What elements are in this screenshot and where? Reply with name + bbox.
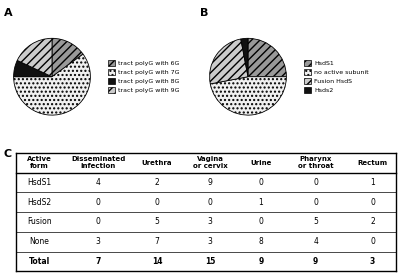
Text: 7: 7 [96,257,101,266]
Text: 0: 0 [370,237,375,246]
Text: 3: 3 [208,237,212,246]
Text: Pharynx
or throat: Pharynx or throat [298,156,334,169]
Text: 0: 0 [258,178,263,187]
Text: 0: 0 [96,217,100,226]
Text: 3: 3 [96,237,100,246]
Wedge shape [210,39,248,84]
Text: Vagina
or cervix: Vagina or cervix [192,156,227,169]
Legend: tract polyG with 6G, tract polyG with 7G, tract polyG with 8G, tract polyG with : tract polyG with 6G, tract polyG with 7G… [108,60,180,93]
Text: 0: 0 [208,198,212,207]
Wedge shape [248,38,286,77]
Text: C: C [4,149,12,159]
Text: 4: 4 [96,178,100,187]
Text: Active
form: Active form [27,156,52,169]
Text: 0: 0 [258,217,263,226]
Text: 0: 0 [370,198,375,207]
Text: 1: 1 [370,178,375,187]
Text: 9: 9 [313,257,318,266]
Text: 3: 3 [208,217,212,226]
Text: HsdS2: HsdS2 [27,198,51,207]
Text: HsdS1: HsdS1 [27,178,51,187]
Wedge shape [14,54,90,115]
Wedge shape [241,38,248,77]
Text: 0: 0 [313,178,318,187]
Text: 9: 9 [258,257,264,266]
Text: 0: 0 [155,198,160,207]
Text: 0: 0 [313,198,318,207]
Text: 0: 0 [96,198,100,207]
Text: 5: 5 [313,217,318,226]
Text: 5: 5 [155,217,160,226]
Text: Fusion: Fusion [27,217,52,226]
Text: B: B [200,8,208,18]
Text: Disseminated
infection: Disseminated infection [71,156,125,169]
Wedge shape [14,60,52,77]
Text: 3: 3 [370,257,375,266]
Text: Rectum: Rectum [358,160,388,165]
Wedge shape [52,38,83,77]
Text: 8: 8 [258,237,263,246]
Legend: HsdS1, no active subunit, Fusion HsdS, Hsds2: HsdS1, no active subunit, Fusion HsdS, H… [304,60,368,93]
Text: Total: Total [28,257,50,266]
Text: Urine: Urine [250,160,272,165]
Text: A: A [4,8,13,18]
Text: 1: 1 [258,198,263,207]
Text: Urethra: Urethra [142,160,172,165]
Text: 14: 14 [152,257,162,266]
Wedge shape [17,38,52,77]
Text: 2: 2 [370,217,375,226]
Text: 7: 7 [155,237,160,246]
Text: None: None [29,237,49,246]
Text: 4: 4 [313,237,318,246]
Text: 15: 15 [205,257,215,266]
Wedge shape [210,77,286,115]
Text: 9: 9 [208,178,212,187]
Text: 2: 2 [155,178,160,187]
